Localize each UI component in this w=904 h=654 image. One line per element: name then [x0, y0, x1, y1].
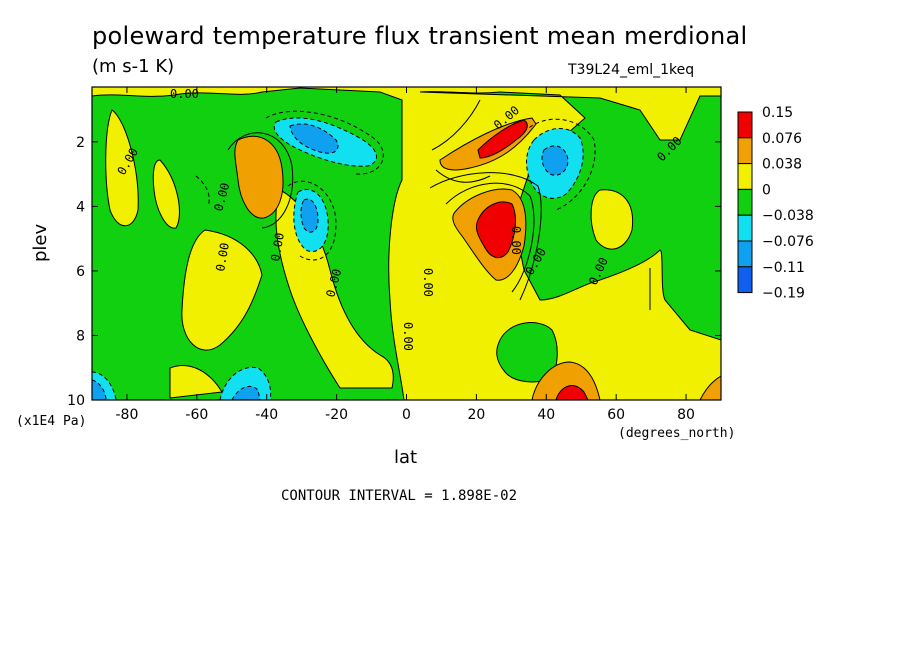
y-axis-unit: (x1E4 Pa)	[16, 414, 87, 429]
y-tick-label: 10	[67, 393, 85, 409]
legend-swatch	[737, 137, 753, 165]
region-strong-negative-north	[541, 145, 569, 176]
region-strong-negative-southpole	[92, 379, 107, 400]
legend-swatch	[737, 163, 753, 190]
legend-swatch	[737, 188, 753, 216]
contour-label: 0.00	[401, 322, 415, 351]
legend-label: 0.076	[762, 131, 802, 147]
legend-label: 0.038	[762, 157, 802, 173]
contour-line	[445, 182, 535, 293]
chart-units: (m s-1 K)	[92, 56, 175, 77]
x-tick-label: 20	[467, 407, 485, 423]
x-tick-label: -40	[255, 407, 278, 423]
x-tick-label: -60	[185, 407, 208, 423]
contour-line	[287, 180, 337, 261]
legend-swatch	[737, 111, 753, 139]
region-positive-northeast	[590, 189, 634, 250]
x-tick-label: 0	[402, 407, 411, 423]
contour-line	[429, 172, 542, 301]
legend-label: −0.038	[762, 208, 814, 224]
region-positive-west	[105, 109, 139, 227]
legend-label: 0.15	[762, 105, 793, 121]
legend-swatch	[737, 266, 753, 294]
legend-label: −0.076	[762, 234, 814, 250]
legend-swatch	[737, 214, 753, 242]
legend-label: −0.19	[762, 286, 805, 302]
x-axis-label: lat	[394, 447, 418, 468]
contour-label: 0.00	[421, 268, 435, 297]
region-moderate-positive-south	[234, 135, 284, 219]
contour-line	[523, 118, 596, 211]
contour-label: 0.00	[170, 87, 199, 101]
x-tick-label: -20	[325, 407, 348, 423]
contour-label: 0.00	[509, 226, 523, 255]
chart-title: poleward temperature flux transient mean…	[92, 22, 748, 50]
region-positive-southwest	[152, 159, 180, 229]
contour-interval: CONTOUR INTERVAL = 1.898E-02	[281, 488, 518, 504]
x-tick-label: 80	[677, 407, 695, 423]
region-moderate-positive-pole	[699, 375, 721, 400]
y-tick-label: 8	[76, 328, 85, 344]
legend-label: 0	[762, 182, 771, 198]
region-positive-south-lower	[181, 229, 263, 351]
legend-swatch	[737, 240, 753, 268]
contour-label: 0.00	[268, 232, 287, 263]
contour-line	[195, 175, 210, 207]
contour-line	[265, 110, 384, 175]
y-tick-label: 4	[76, 199, 85, 215]
contour-label: 0.00	[213, 242, 232, 273]
plot-area	[92, 87, 721, 400]
region-negative-north-west	[419, 91, 721, 341]
region-strong-negative-upper-south	[289, 123, 339, 154]
contour-line	[435, 169, 491, 183]
y-tick-label: 2	[76, 135, 85, 151]
x-axis-unit: (degrees_north)	[618, 426, 736, 441]
run-label: T39L24_eml_1keq	[568, 62, 695, 78]
legend-label: −0.11	[762, 260, 805, 276]
x-tick-label: -80	[116, 407, 139, 423]
contour-line	[431, 99, 481, 151]
x-tick-label: 60	[607, 407, 625, 423]
y-tick-label: 6	[76, 264, 85, 280]
region-strong-negative-surface	[231, 385, 261, 400]
x-tick-label: 40	[537, 407, 555, 423]
region-strong-negative-mid-south	[300, 198, 319, 233]
region-strong-positive-surface	[555, 385, 589, 400]
contour-line	[227, 132, 294, 229]
region-strong-positive-mid	[475, 201, 516, 259]
